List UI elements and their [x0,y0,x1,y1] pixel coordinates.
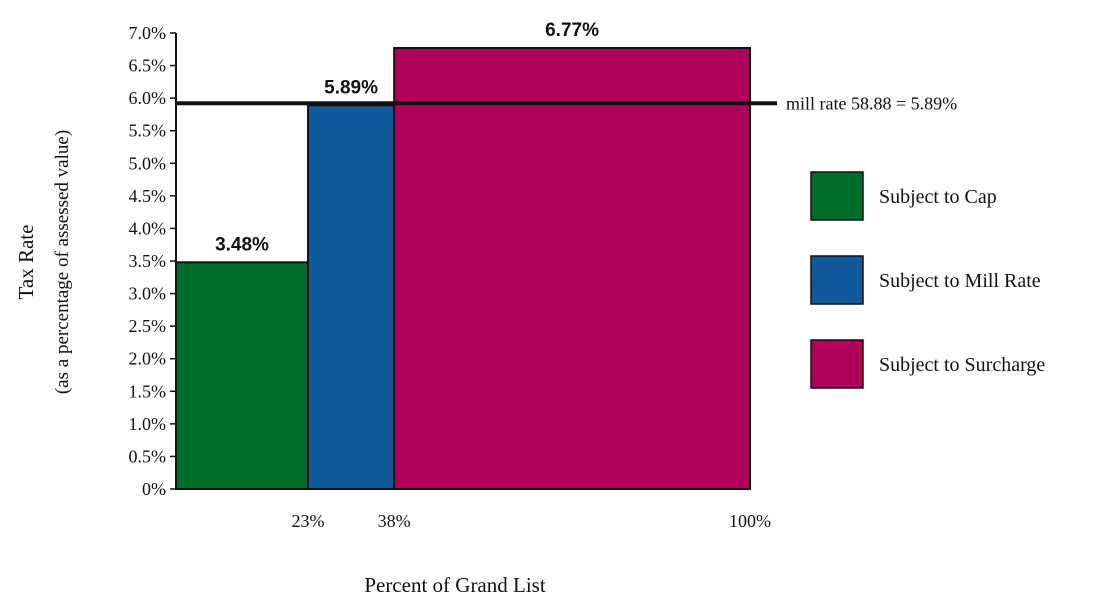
y-tick-label: 1.5% [129,381,167,401]
y-tick-label: 2.5% [129,316,167,336]
x-tick-label: 100% [729,511,771,531]
y-tick-label: 5.0% [129,153,167,173]
legend-label-subject-to-mill-rate: Subject to Mill Rate [879,270,1041,292]
y-tick-label: 3.0% [129,284,167,304]
y-tick-label: 7.0% [129,23,167,43]
legend-swatch-subject-to-surcharge [810,339,864,389]
y-tick-label: 4.5% [129,186,167,206]
y-axis-subtitle: (as a percentage of assessed value) [52,130,73,394]
labels-layer: 3.48% 5.89% 6.77% mill rate 58.88 = 5.89% [176,20,957,255]
bars-layer [175,46,751,491]
legend: Subject to Cap Subject to Mill Rate Subjec… [810,171,1045,389]
y-tick-label: 2.0% [129,349,167,369]
bar-subject-to-cap [175,261,310,490]
y-tick-label: 0% [142,479,166,499]
legend-label-subject-to-cap: Subject to Cap [879,186,997,208]
y-axis-title: Tax Rate [14,225,38,300]
x-axis-title: Percent of Grand List [364,573,546,597]
y-tick-label: 0.5% [129,446,167,466]
axes-layer: 0% 0.5% 1.0% 1.5% 2.0% 2.5% 3.0% 3.5% 4.0% 4.5% 5.… [129,23,772,531]
mill-rate-label: mill rate 58.88 = 5.89% [786,93,957,113]
y-tick-label: 5.5% [129,121,167,141]
y-tick-label: 6.0% [129,88,167,108]
y-tick-label: 6.5% [129,56,167,76]
y-tick-label: 3.5% [129,251,167,271]
bar-value-label-subject-to-surcharge: 6.77% [545,20,599,41]
y-tick-label: 1.0% [129,414,167,434]
x-tick-label: 38% [378,511,411,531]
bar-value-label-subject-to-mill-rate: 5.89% [324,77,378,98]
legend-label-subject-to-surcharge: Subject to Surcharge [879,354,1045,376]
legend-swatch-subject-to-mill-rate [810,255,864,305]
bar-subject-to-surcharge [393,46,751,491]
bar-subject-to-mill-rate [307,104,396,491]
y-tick-label: 4.0% [129,218,167,238]
legend-swatch-subject-to-cap [810,171,864,221]
bar-value-label-subject-to-cap: 3.48% [215,234,269,255]
x-tick-label: 23% [292,511,325,531]
